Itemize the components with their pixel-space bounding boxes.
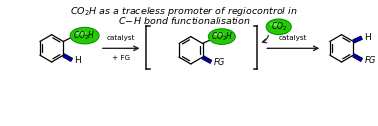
Text: $CO_2H$: $CO_2H$	[73, 29, 96, 42]
Text: H: H	[364, 33, 371, 42]
Text: FG: FG	[214, 58, 226, 67]
Text: $\mathbf{\mathit{CO_2H}}$ $\mathbf{\mathit{as\ a\ traceless\ promoter\ of\ regio: $\mathbf{\mathit{CO_2H}}$ $\mathbf{\math…	[70, 5, 298, 18]
Ellipse shape	[212, 33, 224, 36]
Ellipse shape	[208, 29, 235, 44]
Text: $CO_2$: $CO_2$	[271, 21, 287, 33]
Text: $\mathbf{\mathit{C\!-\!H\ bond\ functionalisation}}$: $\mathbf{\mathit{C\!-\!H\ bond\ function…	[118, 15, 250, 26]
Text: + FG: + FG	[112, 55, 130, 61]
Ellipse shape	[70, 27, 99, 44]
Text: $CO_2H$: $CO_2H$	[211, 30, 233, 43]
Ellipse shape	[266, 19, 291, 35]
Ellipse shape	[270, 23, 280, 26]
Text: catalyst: catalyst	[107, 36, 135, 41]
Text: FG: FG	[365, 56, 376, 65]
Ellipse shape	[74, 31, 87, 35]
Text: H: H	[74, 56, 81, 65]
Text: catalyst: catalyst	[279, 36, 307, 41]
